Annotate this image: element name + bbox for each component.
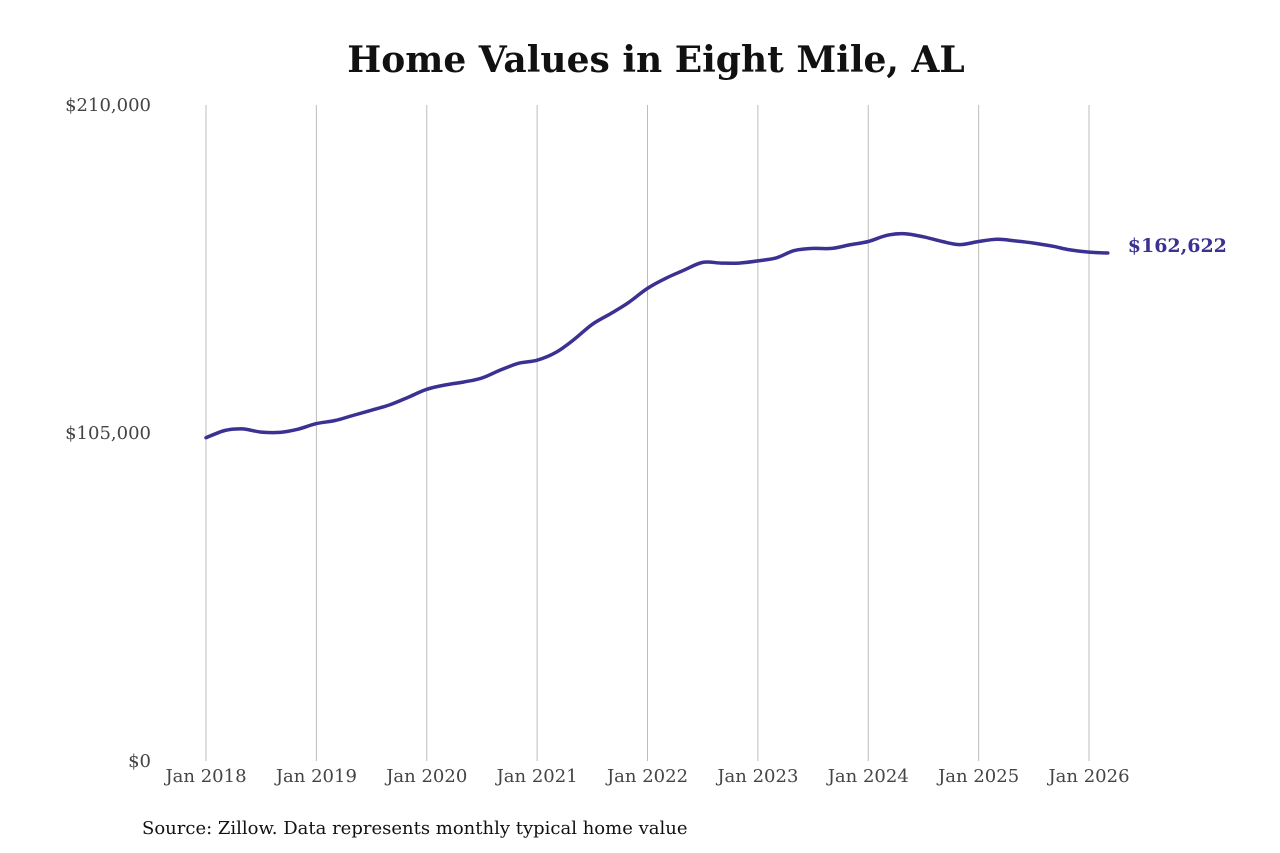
x-tick-label: Jan 2025 bbox=[936, 766, 1019, 787]
source-note: Source: Zillow. Data represents monthly … bbox=[142, 818, 688, 839]
x-tick-label: Jan 2019 bbox=[274, 766, 357, 787]
series-line bbox=[204, 231, 1110, 440]
x-axis-ticks: Jan 2018 Jan 2019 Jan 2020 Jan 2021 Jan 2022… bbox=[163, 766, 1129, 787]
x-tick-label: Jan 2018 bbox=[163, 766, 246, 787]
x-tick-label: Jan 2020 bbox=[384, 766, 467, 787]
y-axis-ticks: $0 $105,000 $210,000 bbox=[65, 95, 151, 772]
chart-title: Home Values in Eight Mile, AL bbox=[347, 39, 964, 81]
x-tick-label: Jan 2023 bbox=[715, 766, 798, 787]
x-tick-label: Jan 2022 bbox=[605, 766, 688, 787]
grid-lines bbox=[205, 105, 1090, 761]
y-tick-label: $105,000 bbox=[65, 423, 151, 444]
x-tick-label: Jan 2024 bbox=[826, 766, 909, 787]
series-layer: $162,622 bbox=[204, 231, 1227, 440]
y-tick-label: $0 bbox=[128, 751, 151, 772]
y-tick-label: $210,000 bbox=[65, 95, 151, 116]
x-tick-label: Jan 2021 bbox=[495, 766, 578, 787]
end-value-label: $162,622 bbox=[1128, 235, 1227, 257]
x-tick-label: Jan 2026 bbox=[1046, 766, 1129, 787]
